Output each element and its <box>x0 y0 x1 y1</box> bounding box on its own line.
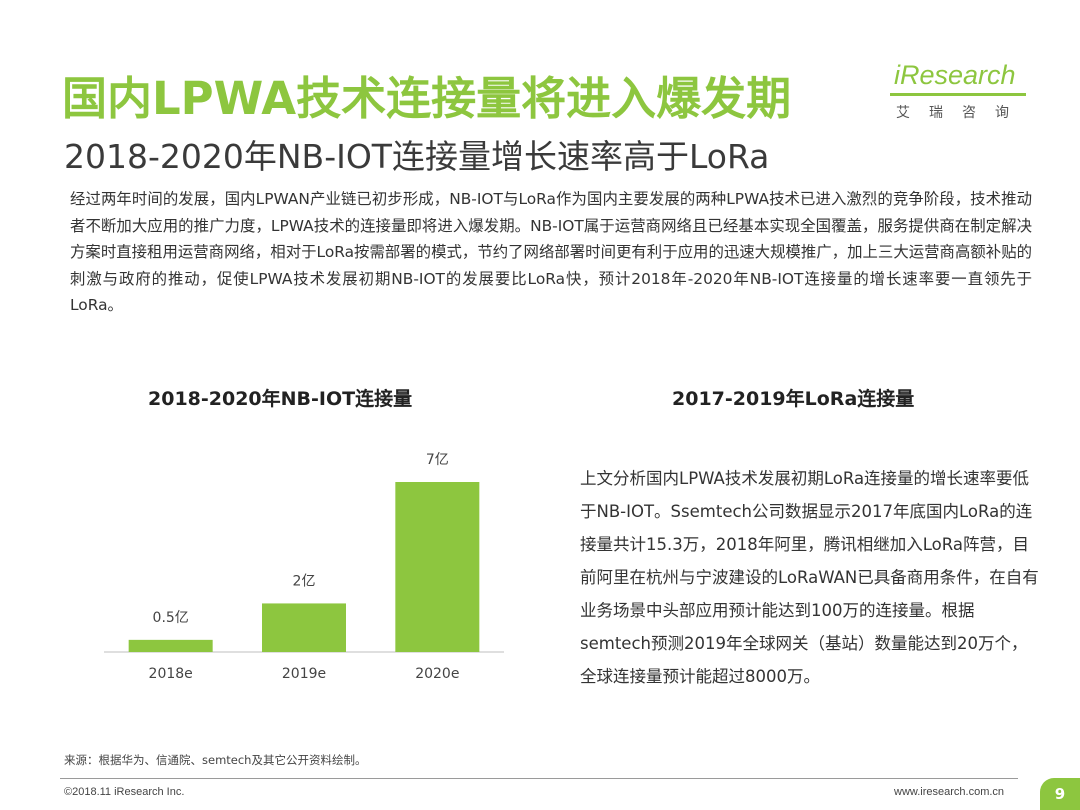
logo-subtitle: 艾瑞咨询 <box>896 105 1028 121</box>
bar-2019e <box>262 603 346 652</box>
x-tick-2019e: 2019e <box>282 666 326 682</box>
x-tick-2018e: 2018e <box>149 666 193 682</box>
data-label-2019e: 2亿 <box>293 573 316 589</box>
source-note: 来源：根据华为、信通院、semtech及其它公开资料绘制。 <box>64 753 367 767</box>
copyright-text: ©2018.11 iResearch Inc. <box>64 786 185 798</box>
bar-2018e <box>128 639 213 652</box>
page-subtitle: 2018-2020年NB-IOT连接量增长速率高于LoRa <box>64 137 770 176</box>
nbiot-bar-chart: 0.5亿 2018e 2亿 2019e 7亿 2020e <box>104 452 504 682</box>
x-tick-2020e: 2020e <box>415 666 459 682</box>
iresearch-logo: iResearch 艾瑞咨询 <box>890 58 1030 126</box>
bar-2020e <box>395 482 480 652</box>
website-text: www.iresearch.com.cn <box>894 786 1005 798</box>
footer-divider <box>60 778 1018 779</box>
page-number: 9 <box>1040 778 1080 810</box>
intro-paragraph: 经过两年时间的发展，国内LPWAN产业链已初步形成，NB-IOT与LoRa作为国… <box>70 190 1032 314</box>
data-label-2018e: 0.5亿 <box>153 610 189 626</box>
lora-paragraph: 上文分析国内LPWA技术发展初期LoRa连接量的增长速率要低于NB-IOT。Ss… <box>580 469 1039 686</box>
nbiot-chart-title: 2018-2020年NB-IOT连接量 <box>148 388 413 410</box>
logo-brand: iResearch <box>894 60 1016 90</box>
data-label-2020e: 7亿 <box>426 452 449 468</box>
lora-section-title: 2017-2019年LoRa连接量 <box>672 388 915 410</box>
page-title: 国内LPWA技术连接量将进入爆发期 <box>62 72 792 125</box>
logo-underline <box>890 62 1026 96</box>
